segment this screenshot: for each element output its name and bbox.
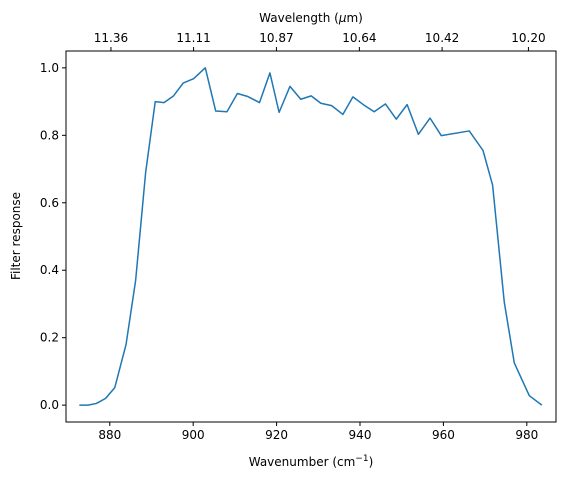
y-tick-label: 0.6	[40, 196, 59, 210]
x-tick-label: 960	[432, 428, 455, 442]
y-tick-label: 0.2	[40, 331, 59, 345]
top-tick-label: 10.87	[259, 31, 293, 45]
top-axis: 11.36 11.11 10.87 10.64 10.42 10.20	[94, 31, 546, 51]
x-axis-label-sup: −1	[355, 454, 368, 464]
y-axis-label: Filter response	[9, 192, 23, 280]
top-tick-label: 11.11	[176, 31, 210, 45]
x-axis-label-end: )	[369, 455, 374, 469]
x-tick-label: 920	[265, 428, 288, 442]
y-tick-label: 0.0	[40, 398, 59, 412]
x-tick-label: 980	[515, 428, 538, 442]
top-axis-label: Wavelength (μm)	[259, 11, 363, 25]
x-tick-label: 900	[182, 428, 205, 442]
series-line-0	[79, 67, 543, 406]
top-axis-label-main: Wavelength (	[259, 11, 339, 25]
bottom-axis: 880 900 920 940 960 980	[98, 422, 538, 442]
y-tick-label: 1.0	[40, 61, 59, 75]
y-tick-label: 0.4	[40, 263, 59, 277]
top-tick-label: 10.20	[511, 31, 545, 45]
top-axis-label-mu: μ	[338, 11, 347, 25]
top-axis-label-end: m)	[346, 11, 362, 25]
x-axis-label-main: Wavenumber (cm	[249, 455, 356, 469]
x-tick-label: 940	[349, 428, 372, 442]
top-tick-label: 10.64	[342, 31, 376, 45]
plot-frame	[65, 50, 557, 423]
left-axis: 0.0 0.2 0.4 0.6 0.8 1.0	[40, 61, 66, 412]
top-tick-label: 11.36	[94, 31, 128, 45]
y-tick-label: 0.8	[40, 128, 59, 142]
x-axis-label: Wavenumber (cm−1)	[249, 454, 374, 469]
top-tick-label: 10.42	[425, 31, 459, 45]
x-tick-label: 880	[98, 428, 121, 442]
plot-layer	[79, 67, 543, 406]
